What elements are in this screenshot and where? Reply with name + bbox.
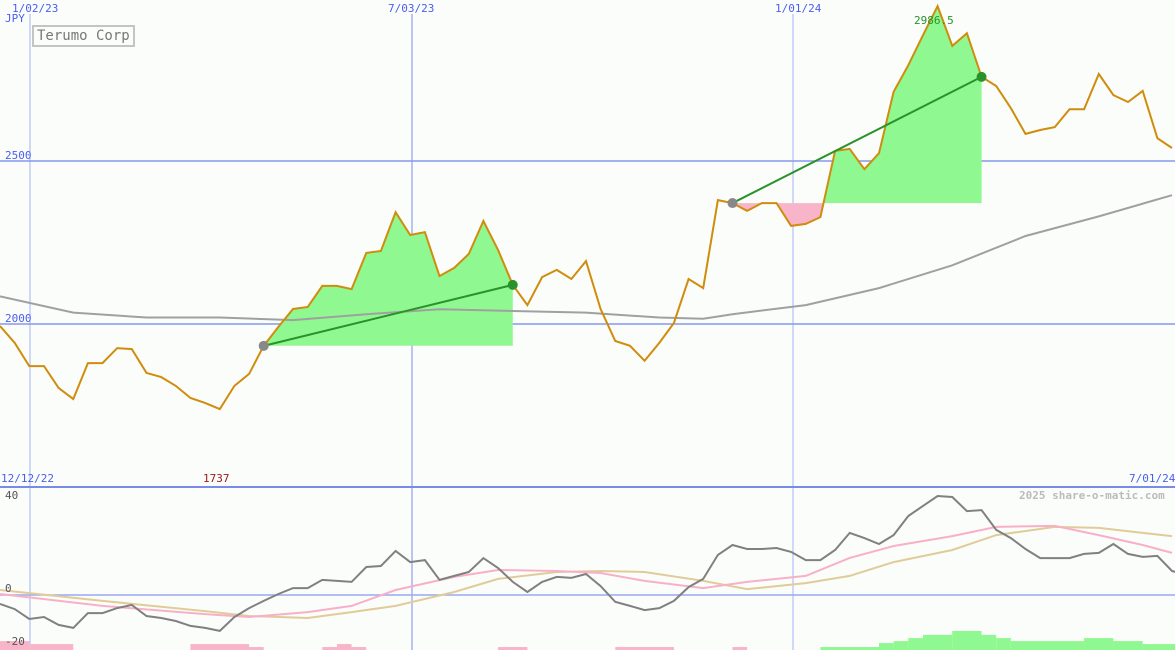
x-tick-label: 12/12/22 — [1, 472, 54, 485]
watermark: 2025 share-o-matic.com — [1019, 489, 1165, 502]
histogram-bar — [498, 647, 528, 650]
y-tick-label: 2500 — [5, 149, 32, 162]
histogram-bar — [981, 634, 997, 650]
x-tick-label: 7/01/24 — [1129, 472, 1175, 485]
histogram-bar — [1113, 641, 1143, 650]
y-tick-label: 2000 — [5, 312, 32, 325]
histogram-bar — [908, 638, 923, 650]
x-tick-label: 7/03/23 — [388, 2, 435, 15]
trade-line — [732, 75, 983, 204]
histogram-bar — [1010, 641, 1085, 650]
histogram-bar — [1142, 644, 1175, 650]
trade-entry-marker — [258, 340, 269, 351]
histogram-bar — [996, 638, 1011, 650]
grid-lines — [0, 14, 1175, 650]
histogram-bar — [893, 641, 909, 650]
histogram-bar — [820, 647, 879, 650]
trade-line — [263, 283, 513, 347]
histogram-bar — [922, 634, 953, 650]
x-tick-label: 1/01/24 — [775, 2, 822, 15]
oscillator-pink-line — [0, 524, 1173, 619]
histogram-bar — [1084, 638, 1114, 650]
trade-exit-marker — [976, 71, 987, 82]
moving-average-line — [0, 194, 1173, 322]
histogram-bar — [879, 643, 894, 650]
trade-gain-area — [263, 212, 513, 346]
trade-entry-marker — [727, 198, 738, 209]
histogram-bar — [615, 647, 674, 650]
histogram-bar — [322, 647, 337, 650]
histogram-bar — [0, 641, 30, 650]
histogram-bar — [190, 644, 250, 650]
histogram-bar — [29, 644, 74, 650]
trade-exit-marker — [507, 279, 518, 290]
histogram-bar — [351, 647, 367, 650]
currency-label: JPY — [5, 12, 25, 25]
histogram-bar — [952, 630, 982, 650]
histogram-bar — [336, 644, 352, 650]
min-price-label: 1737 — [203, 472, 230, 485]
histogram-bar — [249, 647, 264, 650]
max-price-label: 2986.5 — [914, 14, 954, 27]
trade-gain-area — [823, 6, 982, 204]
y-tick-label: 0 — [5, 582, 12, 595]
oscillator-tan-line — [0, 525, 1173, 620]
price-line — [0, 3, 1173, 411]
x-tick-label: 1/02/23 — [12, 2, 59, 15]
trade-loss-area — [732, 203, 982, 226]
histogram-bar — [732, 647, 748, 650]
oscillator-main-line — [0, 494, 1175, 632]
y-tick-label: -20 — [5, 635, 25, 648]
y-tick-label: 40 — [5, 489, 19, 502]
chart-title: Terumo Corp — [32, 25, 135, 47]
